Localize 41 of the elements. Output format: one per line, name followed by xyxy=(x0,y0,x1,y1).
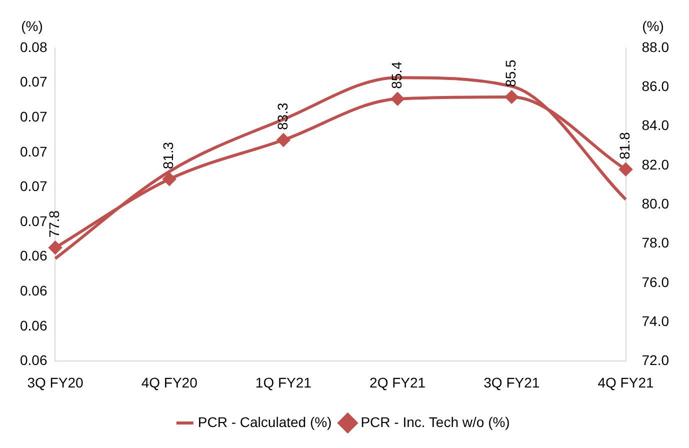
point xyxy=(505,90,518,104)
y-tick-label: 0.06 xyxy=(20,282,48,298)
x-tick-label: 1Q FY21 xyxy=(255,374,312,390)
y-tick-label: 0.07 xyxy=(20,178,48,194)
point xyxy=(48,241,62,254)
data-label: 81.3 xyxy=(160,142,176,170)
x-tick-label: 3Q FY20 xyxy=(27,374,84,390)
x-tick-label: 4Q FY21 xyxy=(598,374,654,390)
y-tick-label: 0.06 xyxy=(20,352,48,368)
point xyxy=(276,134,290,147)
y2-tick-label: 82.0 xyxy=(642,156,670,172)
y-tick-label: 0.07 xyxy=(20,74,48,90)
y2-tick-label: 84.0 xyxy=(642,117,670,134)
y-tick-label: 0.07 xyxy=(20,143,48,160)
y-tick-label: 0.06 xyxy=(20,317,48,334)
data-label: 85.5 xyxy=(502,59,519,87)
point xyxy=(619,162,632,176)
y2-tick-label: 80.0 xyxy=(642,195,670,212)
y2-tick-label: 72.0 xyxy=(642,352,670,368)
y-tick-label: 0.06 xyxy=(20,248,48,264)
y2-tick-label: 74.0 xyxy=(642,312,670,329)
point xyxy=(162,172,176,186)
y2-tick-label: 88.0 xyxy=(642,38,670,55)
x-tick-label: 4Q FY20 xyxy=(141,374,198,390)
y2-axis-title: (%) xyxy=(642,18,664,34)
y2-tick-label: 76.0 xyxy=(642,274,670,290)
y2-tick-label: 86.0 xyxy=(642,78,670,94)
y2-tick-label: 78.0 xyxy=(642,234,670,251)
y-tick-label: 0.07 xyxy=(20,108,48,124)
y-tick-label: 0.08 xyxy=(20,38,48,55)
data-label: 81.8 xyxy=(616,132,633,160)
legend-label: PCR - Inc. Tech w/o (%) xyxy=(360,414,510,430)
point xyxy=(391,92,404,106)
data-label: 77.8 xyxy=(46,210,62,238)
data-label: 85.4 xyxy=(388,61,404,89)
data-label: 83.3 xyxy=(274,102,290,130)
x-tick-label: 3Q FY21 xyxy=(484,374,540,390)
y-tick-label: 0.07 xyxy=(20,212,48,229)
x-tick-label: 2Q FY21 xyxy=(370,374,426,390)
legend-label: PCR - Calculated (%) xyxy=(198,414,332,430)
y-axis-title: (%) xyxy=(21,18,43,34)
